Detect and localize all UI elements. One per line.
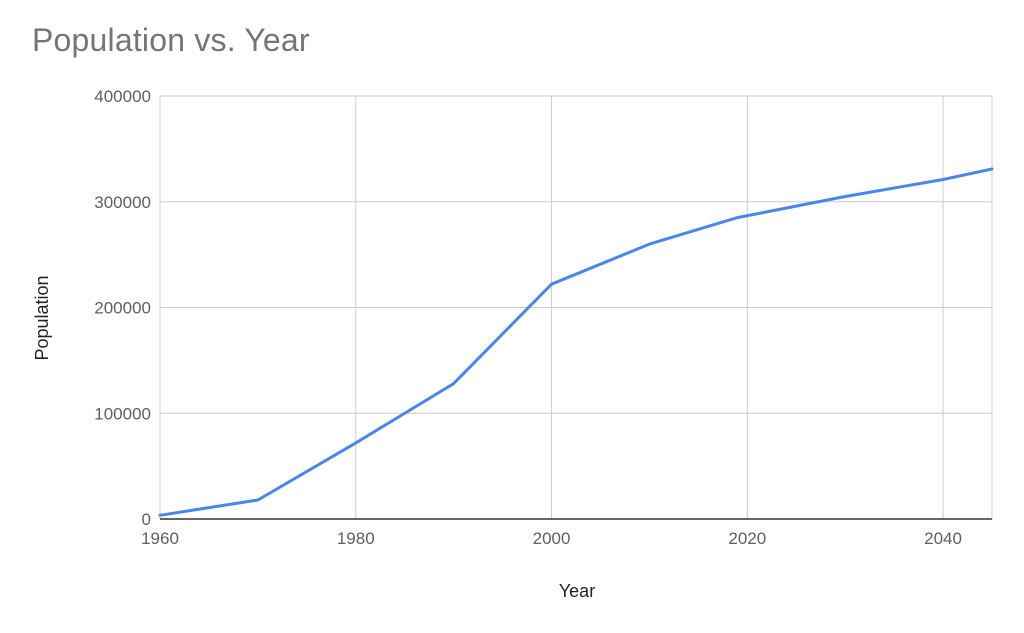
- x-tick-label: 2040: [924, 529, 962, 548]
- y-tick-label: 100000: [94, 404, 151, 423]
- x-tick-label: 1960: [141, 529, 179, 548]
- x-tick-label: 2020: [728, 529, 766, 548]
- x-tick-label: 2000: [533, 529, 571, 548]
- y-tick-label: 0: [142, 510, 151, 529]
- chart-title: Population vs. Year: [32, 22, 310, 58]
- y-tick-label: 200000: [94, 299, 151, 318]
- y-tick-label: 400000: [94, 87, 151, 106]
- x-tick-label: 1980: [337, 529, 375, 548]
- y-tick-label: 300000: [94, 193, 151, 212]
- y-axis-title: Population: [32, 275, 52, 360]
- series-line: [158, 167, 994, 517]
- x-axis-title: Year: [559, 581, 595, 601]
